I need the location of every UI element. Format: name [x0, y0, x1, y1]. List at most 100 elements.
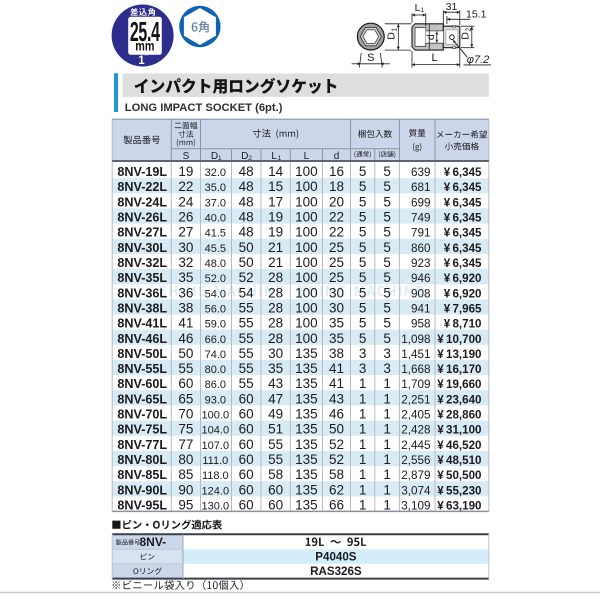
svg-text:5: 5	[383, 179, 391, 194]
svg-text:38: 38	[178, 301, 193, 316]
svg-text:60: 60	[178, 376, 193, 391]
svg-text:1: 1	[359, 497, 367, 512]
svg-text:1: 1	[383, 376, 391, 391]
svg-text:8NV-60L: 8NV-60L	[117, 377, 167, 391]
svg-text:1: 1	[359, 482, 367, 497]
svg-text:1: 1	[392, 28, 399, 32]
svg-text:124.0: 124.0	[202, 485, 230, 497]
svg-text:8NV-27L: 8NV-27L	[117, 226, 167, 240]
svg-text:2,251: 2,251	[401, 393, 430, 406]
svg-text:35: 35	[329, 331, 344, 346]
svg-text:8NV-19L: 8NV-19L	[117, 165, 167, 179]
svg-text:86.0: 86.0	[205, 379, 226, 391]
svg-text:41.5: 41.5	[205, 228, 226, 240]
svg-text:58: 58	[329, 467, 344, 482]
svg-text:¥ 6,345: ¥ 6,345	[444, 196, 482, 209]
svg-text:8NV-80L: 8NV-80L	[117, 453, 167, 467]
svg-text:100: 100	[295, 316, 318, 331]
svg-text:32.0: 32.0	[205, 167, 226, 179]
svg-text:41: 41	[329, 376, 344, 391]
svg-text:100: 100	[295, 179, 318, 194]
svg-text:55: 55	[268, 452, 283, 467]
svg-text:135: 135	[295, 361, 318, 376]
svg-text:54.0: 54.0	[205, 288, 226, 300]
svg-text:27: 27	[178, 225, 193, 240]
svg-text:8NV-85L: 8NV-85L	[117, 468, 167, 482]
svg-text:55: 55	[239, 301, 254, 316]
svg-text:66: 66	[329, 497, 344, 512]
svg-text:L: L	[304, 151, 310, 162]
svg-text:5: 5	[359, 255, 367, 270]
svg-text:48: 48	[239, 210, 254, 225]
svg-text:8NV-36L: 8NV-36L	[117, 286, 167, 300]
svg-text:48: 48	[239, 164, 254, 179]
svg-text:2,405: 2,405	[401, 409, 431, 422]
svg-text:5: 5	[383, 164, 391, 179]
svg-text:5: 5	[359, 331, 367, 346]
svg-text:5: 5	[383, 270, 391, 285]
svg-text:2,556: 2,556	[401, 454, 430, 467]
svg-text:95: 95	[178, 497, 193, 512]
svg-text:100.0: 100.0	[202, 410, 230, 422]
svg-text:1: 1	[420, 7, 424, 14]
svg-text:65: 65	[178, 391, 193, 406]
svg-text:62: 62	[329, 482, 344, 497]
svg-text:22: 22	[329, 210, 344, 225]
svg-text:48: 48	[239, 225, 254, 240]
svg-text:80.0: 80.0	[205, 364, 226, 376]
svg-text:3,074: 3,074	[401, 484, 431, 497]
svg-text:1: 1	[359, 452, 367, 467]
svg-text:51: 51	[268, 422, 283, 437]
svg-text:130.0: 130.0	[202, 500, 230, 512]
svg-text:1: 1	[218, 155, 222, 162]
svg-text:41: 41	[178, 316, 193, 331]
svg-text:¥ 19,660: ¥ 19,660	[437, 378, 481, 391]
svg-text:3: 3	[383, 346, 391, 361]
svg-text:5: 5	[383, 316, 391, 331]
svg-text:mm: mm	[135, 38, 154, 53]
svg-text:1,668: 1,668	[401, 363, 430, 376]
svg-text:¥ 46,520: ¥ 46,520	[437, 439, 481, 452]
svg-text:40.0: 40.0	[205, 213, 226, 225]
svg-text:41: 41	[329, 361, 344, 376]
svg-text:85: 85	[178, 467, 193, 482]
svg-text:946: 946	[411, 272, 431, 285]
svg-text:5: 5	[359, 301, 367, 316]
svg-text:1,709: 1,709	[401, 378, 430, 391]
svg-text:25: 25	[329, 255, 344, 270]
svg-text:749: 749	[411, 212, 431, 225]
svg-text:35.0: 35.0	[205, 182, 226, 194]
svg-text:1: 1	[359, 391, 367, 406]
svg-text:5: 5	[383, 331, 391, 346]
svg-text:100: 100	[295, 240, 318, 255]
svg-text:¥ 55,230: ¥ 55,230	[437, 484, 481, 497]
svg-text:681: 681	[411, 181, 431, 194]
svg-text:2,879: 2,879	[401, 469, 430, 482]
svg-text:3: 3	[359, 346, 367, 361]
svg-text:¥ 6,345: ¥ 6,345	[444, 181, 482, 194]
svg-text:2: 2	[465, 28, 472, 32]
svg-text:¥ 6,345: ¥ 6,345	[444, 212, 482, 225]
svg-text:52: 52	[239, 270, 254, 285]
svg-text:43: 43	[268, 376, 283, 391]
svg-text:30: 30	[268, 346, 283, 361]
svg-text:1: 1	[359, 467, 367, 482]
svg-text:5: 5	[359, 270, 367, 285]
svg-text:5: 5	[359, 179, 367, 194]
svg-text:60: 60	[239, 391, 254, 406]
svg-text:20: 20	[329, 194, 344, 209]
svg-text:d: d	[425, 34, 437, 40]
svg-text:″: ″	[145, 54, 149, 61]
svg-text:24: 24	[178, 194, 194, 209]
svg-text:2: 2	[248, 155, 252, 162]
svg-text:19: 19	[268, 210, 283, 225]
svg-text:50: 50	[329, 422, 344, 437]
svg-text:30: 30	[178, 240, 193, 255]
svg-text:φ7.2: φ7.2	[467, 54, 489, 66]
svg-text:80: 80	[178, 452, 193, 467]
svg-text:941: 941	[411, 303, 431, 316]
svg-text:36: 36	[178, 285, 193, 300]
svg-text:1: 1	[383, 467, 391, 482]
svg-text:17: 17	[268, 194, 283, 209]
svg-text:50: 50	[239, 255, 254, 270]
